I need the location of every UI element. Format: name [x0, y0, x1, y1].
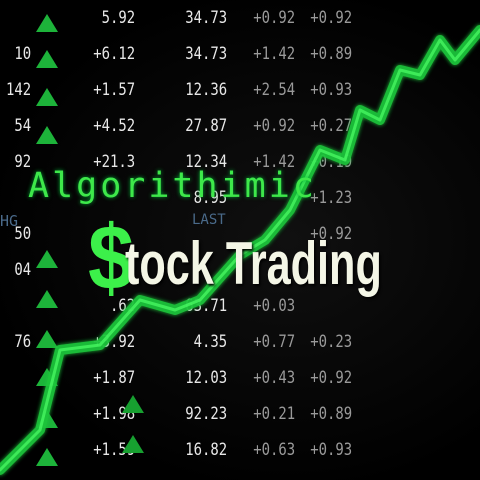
- ticker-value: 50: [14, 224, 32, 244]
- last-column-label: LAST: [192, 212, 226, 228]
- ticker-value: +0.43: [253, 368, 296, 388]
- ticker-value: +1.87: [93, 368, 136, 388]
- ticker-value: +0.23: [310, 332, 353, 352]
- ticker-value: 12.34: [185, 152, 228, 172]
- ticker-value: 5.92: [101, 8, 136, 28]
- ticker-value: +1.42: [253, 44, 296, 64]
- up-arrow-icon: [36, 88, 58, 106]
- ticker-value: 16.82: [185, 440, 228, 460]
- title-algorithmic: Algorithimic: [28, 166, 317, 206]
- change-column-label: HG: [0, 212, 19, 230]
- ticker-value: 34.73: [185, 44, 228, 64]
- ticker-value: 142: [6, 80, 32, 100]
- up-arrow-icon: [36, 126, 58, 144]
- ticker-value: +0.21: [253, 404, 296, 424]
- ticker-value: 92: [14, 152, 32, 172]
- ticker-value: 34.73: [185, 8, 228, 28]
- ticker-value: 12.03: [185, 368, 228, 388]
- ticker-value: +0.77: [253, 332, 296, 352]
- up-arrow-icon: [122, 435, 144, 453]
- up-arrow-icon: [36, 290, 58, 308]
- title-stock-trading-text: tock Trading: [125, 230, 383, 297]
- up-arrow-icon: [36, 14, 58, 32]
- up-arrow-icon: [36, 250, 58, 268]
- ticker-value: 54: [14, 116, 32, 136]
- dollar-sign: $: [88, 207, 135, 309]
- ticker-value: +6.12: [93, 44, 136, 64]
- title-stock-trading: $tock Trading: [88, 212, 480, 304]
- up-arrow-icon: [36, 330, 58, 348]
- ticker-value: 8.95: [193, 188, 228, 208]
- ticker-value: 10: [14, 44, 32, 64]
- ticker-value: +0.89: [310, 404, 353, 424]
- ticker-value: +0.93: [310, 440, 353, 460]
- ticker-column-4: +0.92 +0.89 +0.93 +0.27 +0.19 +1.23 +0.92 +0.23…: [303, 0, 352, 468]
- ticker-value: 04: [14, 260, 32, 280]
- ticker-value: 12.36: [185, 80, 228, 100]
- up-arrow-icon: [36, 50, 58, 68]
- ticker-column-0: 10 142 54 92 50 04 76: [0, 0, 31, 468]
- ticker-value: +1.23: [310, 188, 353, 208]
- ticker-value: +0.03: [253, 296, 296, 316]
- ticker-value: +21.3: [93, 152, 136, 172]
- ticker-value: +0.92: [253, 116, 296, 136]
- ticker-value: +0.89: [310, 44, 353, 64]
- ticker-value: +4.52: [93, 116, 136, 136]
- ticker-value: +0.92: [310, 224, 353, 244]
- ticker-value: 27.87: [185, 116, 228, 136]
- ticker-value: +1.57: [93, 80, 136, 100]
- ticker-value: +0.93: [310, 80, 353, 100]
- up-arrow-icon: [122, 395, 144, 413]
- ticker-value: 76: [14, 332, 32, 352]
- up-arrow-icon: [36, 448, 58, 466]
- ticker-value: +0.92: [310, 368, 353, 388]
- ticker-value: +1.42: [253, 152, 296, 172]
- ticker-value: +0.92: [310, 8, 353, 28]
- ticker-value: +0.92: [253, 8, 296, 28]
- ticker-value: +0.63: [253, 440, 296, 460]
- ticker-value: +0.27: [310, 116, 353, 136]
- ticker-value: 92.23: [185, 404, 228, 424]
- ticker-value: +2.54: [253, 80, 296, 100]
- ticker-value: 4.35: [193, 332, 228, 352]
- trend-line-highlight: [0, 28, 480, 472]
- ticker-column-3: +0.92 +1.42 +2.54 +0.92 +1.42 +0.03 +0.77 +0.43…: [246, 0, 295, 468]
